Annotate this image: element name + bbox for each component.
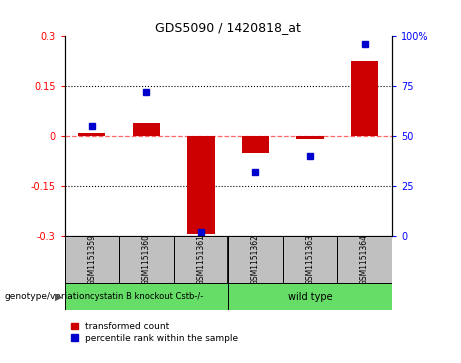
- Text: genotype/variation: genotype/variation: [5, 293, 91, 301]
- Text: wild type: wild type: [288, 292, 332, 302]
- Bar: [119, 236, 174, 283]
- Bar: [228, 236, 283, 283]
- Bar: [187, 136, 214, 234]
- Bar: [242, 136, 269, 153]
- Legend: transformed count, percentile rank within the sample: transformed count, percentile rank withi…: [69, 320, 240, 344]
- Text: GSM1151359: GSM1151359: [87, 234, 96, 285]
- Text: GSM1151360: GSM1151360: [142, 234, 151, 285]
- Bar: [296, 136, 324, 139]
- Bar: [283, 236, 337, 283]
- Text: GSM1151364: GSM1151364: [360, 234, 369, 285]
- Text: cystatin B knockout Cstb-/-: cystatin B knockout Cstb-/-: [90, 292, 203, 301]
- Text: GSM1151363: GSM1151363: [306, 234, 314, 285]
- Bar: [133, 123, 160, 136]
- Bar: [228, 283, 392, 310]
- Title: GDS5090 / 1420818_at: GDS5090 / 1420818_at: [155, 21, 301, 34]
- Text: GSM1151361: GSM1151361: [196, 234, 206, 285]
- Bar: [65, 283, 228, 310]
- Bar: [78, 133, 106, 136]
- Bar: [351, 61, 378, 136]
- Bar: [337, 236, 392, 283]
- Text: ▶: ▶: [55, 292, 62, 302]
- Text: GSM1151362: GSM1151362: [251, 234, 260, 285]
- Bar: [65, 236, 119, 283]
- Bar: [174, 236, 228, 283]
